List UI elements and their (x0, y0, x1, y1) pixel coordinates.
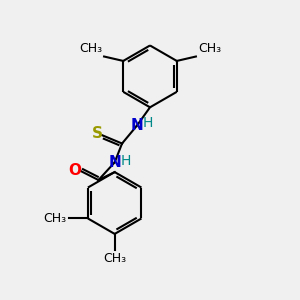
Text: H: H (121, 154, 131, 168)
Text: N: N (109, 155, 122, 170)
Text: CH₃: CH₃ (103, 253, 126, 266)
Text: CH₃: CH₃ (198, 42, 221, 55)
Text: CH₃: CH₃ (44, 212, 67, 225)
Text: O: O (68, 163, 81, 178)
Text: N: N (131, 118, 144, 133)
Text: S: S (92, 126, 103, 141)
Text: H: H (143, 116, 153, 130)
Text: CH₃: CH₃ (79, 42, 102, 55)
